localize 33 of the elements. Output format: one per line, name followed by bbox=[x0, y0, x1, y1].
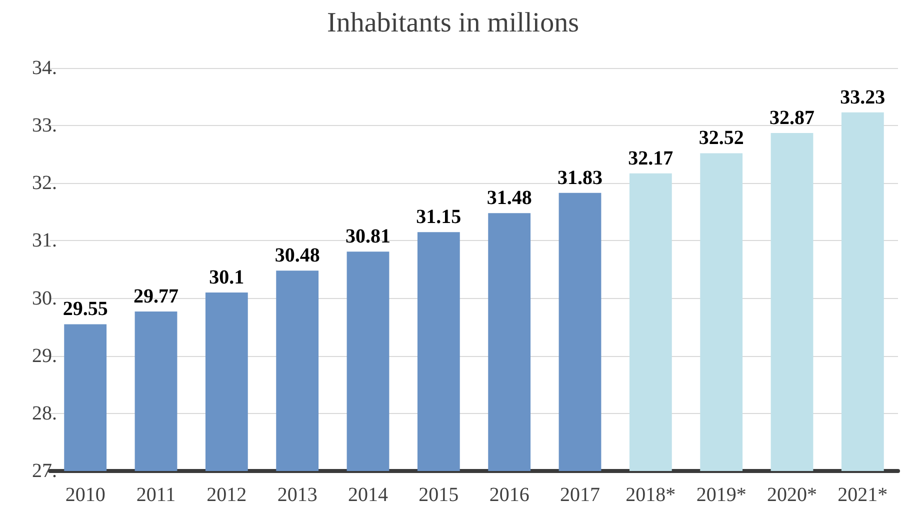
y-tick-label: 27. bbox=[32, 460, 57, 482]
y-tick-label: 32. bbox=[32, 172, 57, 194]
y-tick-label: 28. bbox=[32, 402, 57, 424]
y-tick-label: 33. bbox=[32, 114, 57, 137]
y-tick-label: 34. bbox=[32, 57, 57, 79]
x-tick-label: 2020* bbox=[767, 484, 817, 506]
x-tick-label: 2010 bbox=[65, 484, 106, 506]
data-label: 32.87 bbox=[770, 107, 814, 130]
data-label: 32.17 bbox=[628, 147, 674, 170]
x-tick-label: 2016 bbox=[489, 484, 530, 506]
data-label: 31.48 bbox=[486, 187, 532, 210]
x-tick-label: 2019* bbox=[696, 484, 746, 506]
data-label: 33.23 bbox=[840, 86, 886, 108]
data-label: 30.48 bbox=[274, 244, 320, 267]
x-tick-label: 2021* bbox=[838, 484, 888, 506]
x-tick-label: 2014 bbox=[348, 484, 388, 506]
x-tick-label: 2017 bbox=[560, 484, 600, 506]
y-tick-label: 31. bbox=[32, 230, 57, 252]
y-tick-label: 30. bbox=[32, 287, 57, 310]
x-tick-label: 2011 bbox=[136, 484, 176, 506]
data-label: 30.81 bbox=[346, 226, 390, 248]
data-label: 30.1 bbox=[209, 266, 244, 289]
data-label: 29.55 bbox=[62, 298, 108, 320]
data-label: 31.15 bbox=[416, 206, 462, 228]
x-tick-label: 2013 bbox=[277, 484, 318, 506]
y-tick-label: 29. bbox=[32, 344, 57, 367]
data-label: 32.52 bbox=[698, 127, 744, 150]
data-label: 29.77 bbox=[134, 286, 178, 308]
data-label: 31.83 bbox=[558, 166, 602, 189]
chart-title: Inhabitants in millions bbox=[327, 8, 579, 38]
x-tick-label: 2018* bbox=[626, 484, 676, 506]
x-tick-label: 2015 bbox=[418, 484, 459, 506]
x-tick-label: 2012 bbox=[206, 484, 247, 506]
